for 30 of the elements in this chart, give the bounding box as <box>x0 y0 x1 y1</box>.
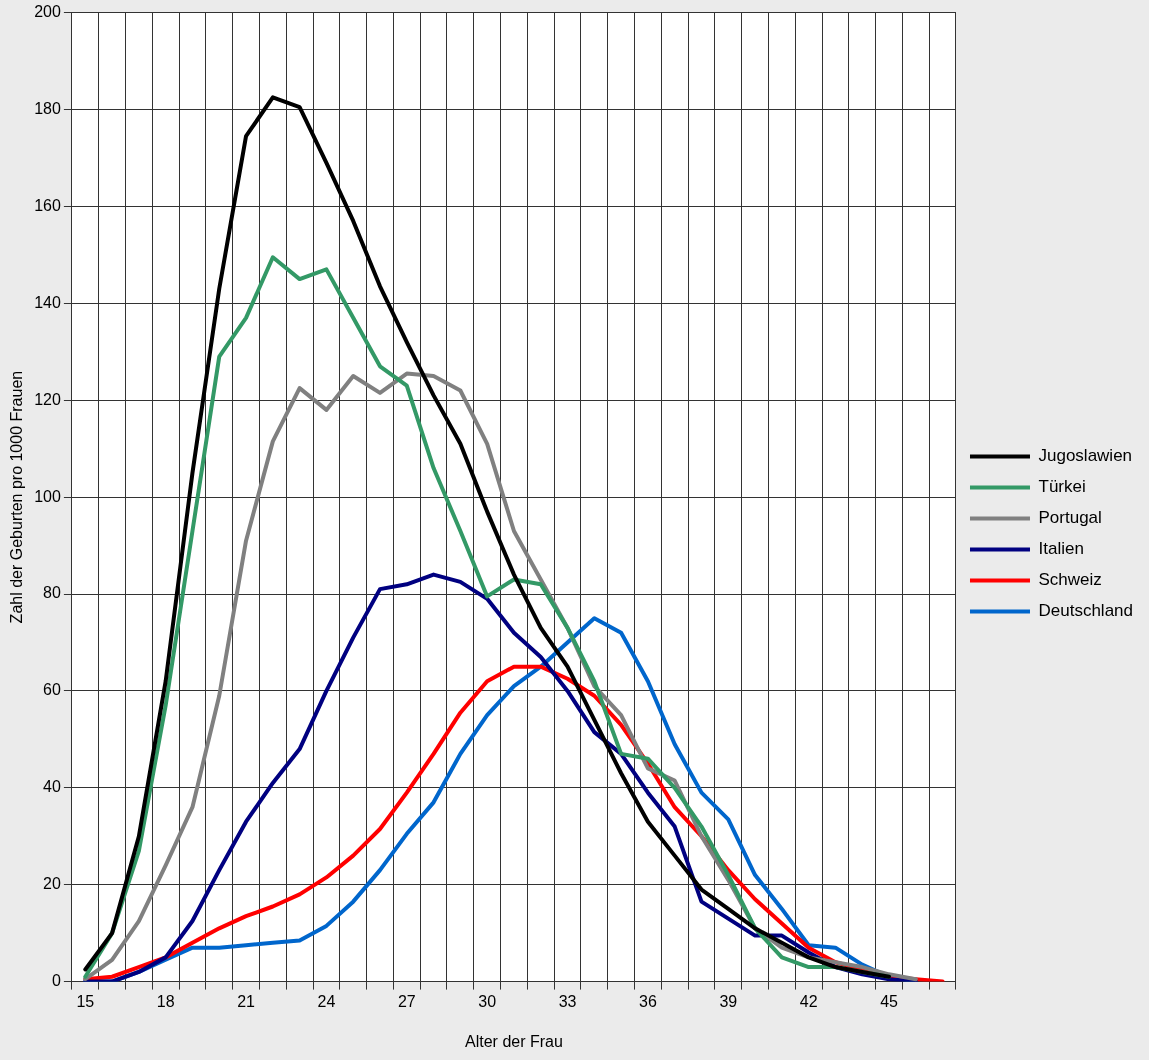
legend-label: Türkei <box>1038 477 1086 497</box>
legend-label: Deutschland <box>1038 601 1134 621</box>
y-tick-label: 200 <box>34 3 61 21</box>
x-tick-label: 36 <box>639 992 657 1010</box>
x-axis-title: Alter der Frau <box>465 1032 563 1050</box>
x-tick-label: 18 <box>156 992 175 1010</box>
y-tick-label: 60 <box>43 681 61 699</box>
x-tick-label: 45 <box>880 992 899 1010</box>
x-tick-label: 24 <box>317 992 336 1010</box>
legend-label: Jugoslawien <box>1038 446 1133 466</box>
x-tick-label: 33 <box>558 992 577 1010</box>
legend-label: Italien <box>1038 539 1084 559</box>
legend-label: Portugal <box>1038 508 1102 528</box>
y-tick-label: 0 <box>51 972 61 990</box>
legend-label: Schweiz <box>1038 570 1102 590</box>
x-tick-label: 39 <box>719 992 738 1010</box>
y-tick-label: 140 <box>34 293 61 311</box>
y-tick-label: 160 <box>34 196 61 214</box>
x-tick-label: 21 <box>237 992 256 1010</box>
y-tick-label: 120 <box>34 390 61 408</box>
x-tick-label: 42 <box>799 992 818 1010</box>
y-tick-label: 180 <box>34 99 61 117</box>
y-tick-label: 100 <box>34 487 61 505</box>
y-tick-label: 20 <box>43 875 61 893</box>
y-axis-title: Zahl der Geburten pro 1000 Frauen <box>8 370 26 624</box>
x-tick-label: 27 <box>397 992 416 1010</box>
x-tick-label: 30 <box>478 992 497 1010</box>
y-tick-label: 80 <box>43 584 61 602</box>
y-tick-label: 40 <box>43 778 61 796</box>
x-tick-label: 15 <box>76 992 95 1010</box>
